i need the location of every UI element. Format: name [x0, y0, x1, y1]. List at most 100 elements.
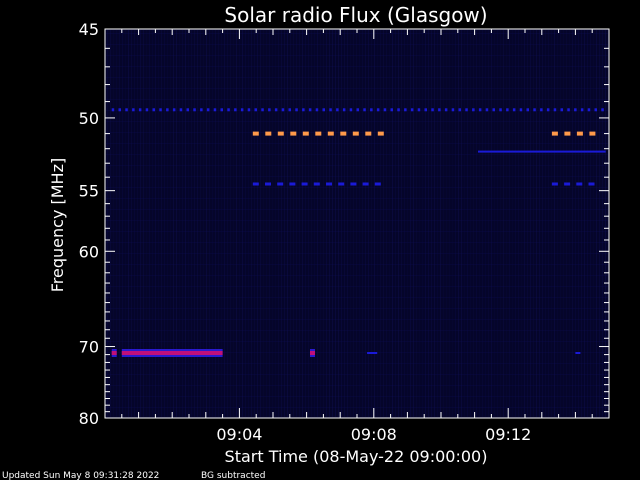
blip-70.8e [575, 352, 581, 354]
noise-streak [338, 30, 339, 417]
noise-streak [383, 30, 384, 417]
noise-streak [347, 30, 348, 417]
band-49.5-segment [329, 108, 332, 112]
background-noise [106, 30, 608, 417]
band-54.5-segment [350, 182, 357, 186]
noise-row [106, 209, 608, 210]
band-49.5-segment [268, 108, 271, 112]
noise-row [106, 77, 608, 78]
noise-streak [257, 30, 258, 417]
tick-labels: 09:04 09:08 09:12 45 50 55 60 70 80 [79, 20, 532, 444]
band-49.5-segment [308, 108, 312, 112]
noise-streak [284, 30, 285, 417]
noise-streak [386, 30, 387, 417]
x-tick-label: 09:08 [351, 425, 397, 444]
noise-streak [404, 30, 405, 417]
band-49.5-segment [458, 108, 461, 112]
noise-row [106, 220, 608, 221]
noise-streak [296, 30, 297, 417]
noise-row [106, 231, 608, 232]
noise-streak [140, 30, 141, 417]
band-49.5-segment [519, 108, 523, 112]
band-49.5-segment [533, 108, 536, 112]
noise-streak [308, 30, 309, 417]
noise-streak [407, 30, 408, 417]
noise-streak [137, 30, 138, 417]
noise-streak [413, 30, 414, 417]
noise-streak [557, 30, 558, 417]
band-49.5-segment [431, 108, 434, 112]
band-54.5b-segment [576, 182, 583, 186]
noise-streak [125, 30, 126, 417]
noise-streak [389, 30, 390, 417]
noise-row [106, 253, 608, 254]
noise-streak [182, 30, 183, 417]
noise-row [106, 330, 608, 331]
noise-streak [500, 30, 501, 417]
band-49.5-segment [499, 108, 502, 112]
noise-streak [356, 30, 357, 417]
noise-streak [518, 30, 519, 417]
noise-streak [269, 30, 270, 417]
noise-streak [485, 30, 486, 417]
noise-row [106, 407, 608, 408]
noise-streak [188, 30, 189, 417]
band-54.5b-segment [564, 182, 571, 186]
noise-streak [275, 30, 276, 417]
band-49.5-segment [417, 108, 421, 112]
band-51b-segment [551, 131, 558, 136]
noise-streak [176, 30, 177, 417]
noise-streak [194, 30, 195, 417]
band-49.5-segment [601, 108, 604, 112]
noise-row [106, 66, 608, 67]
band-52.2 [478, 150, 606, 153]
band-49.5-segment [159, 108, 162, 112]
noise-streak [602, 30, 603, 417]
noise-streak [272, 30, 273, 417]
noise-streak [335, 30, 336, 417]
noise-row [106, 88, 608, 89]
noise-streak [158, 30, 159, 417]
noise-streak [524, 30, 525, 417]
band-49.5-segment [166, 108, 169, 112]
y-tick-label: 70 [79, 338, 99, 357]
noise-streak [422, 30, 423, 417]
noise-streak [599, 30, 600, 417]
noise-streak [473, 30, 474, 417]
noise-streak [605, 30, 606, 417]
noise-streak [365, 30, 366, 417]
band-49.5-segment [274, 108, 278, 112]
y-tick-label: 60 [79, 242, 99, 261]
noise-streak [116, 30, 117, 417]
noise-streak [452, 30, 453, 417]
band-49.5-segment [424, 108, 427, 112]
noise-streak [233, 30, 234, 417]
band-49.5-segment [397, 108, 400, 112]
noise-streak [191, 30, 192, 417]
noise-streak [506, 30, 507, 417]
noise-row [106, 187, 608, 188]
noise-streak [431, 30, 432, 417]
band-49.5-segment [138, 108, 142, 112]
band-49.5-segment [179, 108, 183, 112]
band-54.5-segment [374, 182, 381, 186]
noise-streak [542, 30, 543, 417]
band-49.5-segment [465, 108, 468, 112]
band-54.5b-segment [551, 182, 558, 186]
noise-streak [590, 30, 591, 417]
burst-70.8a [111, 351, 117, 355]
noise-streak [113, 30, 114, 417]
tick-marks [104, 28, 610, 419]
band-49.5-segment [546, 108, 550, 112]
band-51-segment [302, 131, 309, 136]
noise-streak [290, 30, 291, 417]
noise-streak [293, 30, 294, 417]
noise-streak [146, 30, 147, 417]
noise-streak [173, 30, 174, 417]
noise-row [106, 297, 608, 298]
footer-note: BG subtracted [201, 471, 265, 480]
noise-streak [197, 30, 198, 417]
noise-streak [305, 30, 306, 417]
noise-streak [302, 30, 303, 417]
noise-streak [170, 30, 171, 417]
